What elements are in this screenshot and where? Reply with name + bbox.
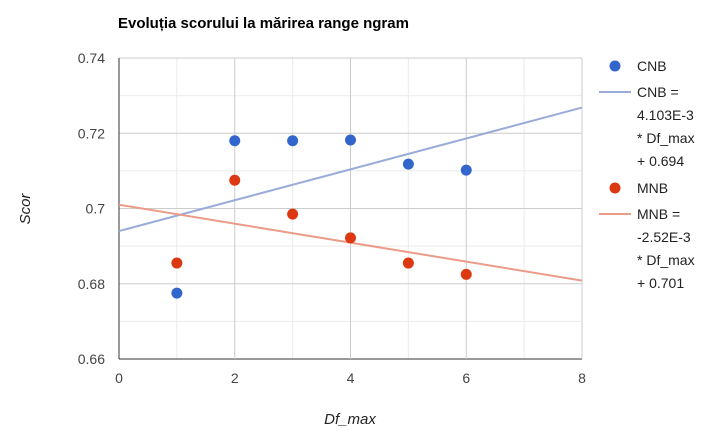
data-points <box>171 134 472 299</box>
mnb-trendline-equation: + 0.701 <box>637 275 684 291</box>
cnb-trendline <box>118 106 583 233</box>
mnb-trendline-equation: -2.52E-3 <box>637 229 691 245</box>
y-tick-label: 0.66 <box>78 351 105 367</box>
cnb-point <box>460 164 472 176</box>
x-tick-label: 4 <box>347 370 355 386</box>
mnb-trendline-equation: MNB = <box>637 206 680 222</box>
mnb-point <box>345 232 356 244</box>
mnb-trendline-equation: * Df_max <box>637 252 695 268</box>
mnb-point <box>229 174 241 186</box>
cnb-legend-label: CNB <box>637 58 667 74</box>
tick-labels: 0.66 0.68 0.7 0.72 0.74 0 2 4 6 8 <box>78 50 586 386</box>
y-tick-label: 0.68 <box>78 276 105 292</box>
x-tick-label: 6 <box>462 370 470 386</box>
mnb-legend-marker <box>609 182 621 194</box>
cnb-trendline-equation: * Df_max <box>637 130 695 146</box>
chart-title: Evoluția scorului la mărirea range ngram <box>118 15 409 32</box>
mnb-point <box>460 268 472 280</box>
cnb-legend-marker <box>609 60 621 72</box>
x-axis-title: Df_max <box>324 411 376 428</box>
y-tick-label: 0.74 <box>78 50 105 66</box>
cnb-trendline-equation: 4.103E-3 <box>637 107 694 123</box>
cnb-point <box>345 134 356 146</box>
cnb-point <box>402 158 414 170</box>
cnb-point <box>229 135 241 147</box>
cnb-trendline-equation: + 0.694 <box>637 153 684 169</box>
mnb-point <box>402 257 414 269</box>
y-tick-label: 0.7 <box>86 201 106 217</box>
x-tick-label: 2 <box>231 370 239 386</box>
cnb-trendline-equation: CNB = <box>637 84 679 100</box>
legend: CNB CNB = 4.103E-3 * Df_max + 0.694 MNB MNB = -… <box>599 58 695 291</box>
mnb-point <box>171 257 183 269</box>
mnb-legend-label: MNB <box>637 180 668 196</box>
y-axis-title: Scor <box>17 193 34 225</box>
cnb-point <box>171 287 183 299</box>
x-tick-label: 8 <box>578 370 586 386</box>
x-tick-label: 0 <box>115 370 123 386</box>
cnb-point <box>287 135 299 147</box>
mnb-point <box>287 208 299 220</box>
y-tick-label: 0.72 <box>78 125 105 141</box>
grid <box>118 57 583 360</box>
